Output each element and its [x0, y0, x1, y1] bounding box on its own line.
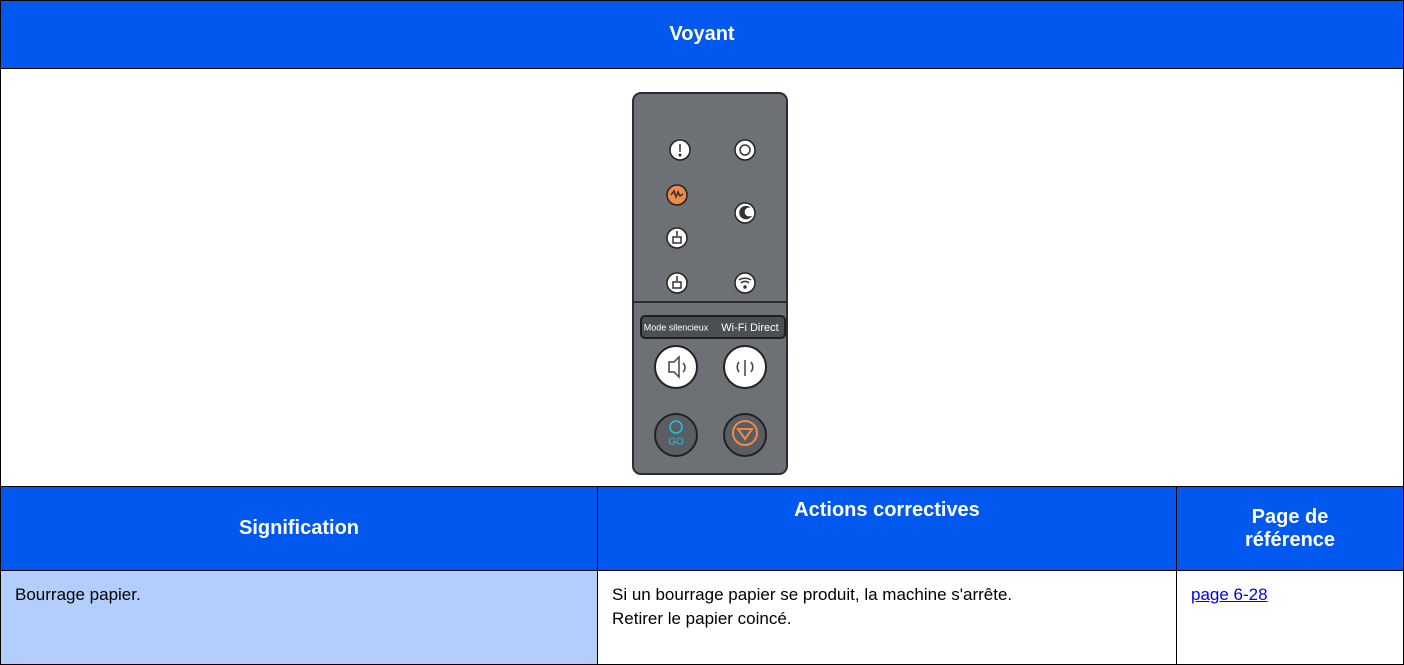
control-panel: Mode silencieux Wi-Fi Direct GO [632, 92, 788, 475]
column-header: Page de référence [1176, 486, 1404, 571]
row-cell: Si un bourrage papier se produit, la mac… [597, 570, 1177, 665]
column-header: Actions correctives [597, 486, 1177, 571]
page-link[interactable]: page 6-28 [1191, 585, 1268, 604]
row-cell: page 6-28 [1176, 570, 1404, 665]
text-line: Retirer le papier coincé. [612, 609, 792, 628]
column-header: Signification [0, 486, 598, 571]
go-label: GO [668, 437, 684, 448]
text-line: Si un bourrage papier se produit, la mac… [612, 585, 1013, 604]
panel-label: Wi-Fi Direct [721, 322, 778, 334]
panel-label: Mode silencieux [644, 322, 709, 332]
row-cell: Bourrage papier. [0, 570, 598, 665]
header-title: Voyant [0, 0, 1404, 69]
